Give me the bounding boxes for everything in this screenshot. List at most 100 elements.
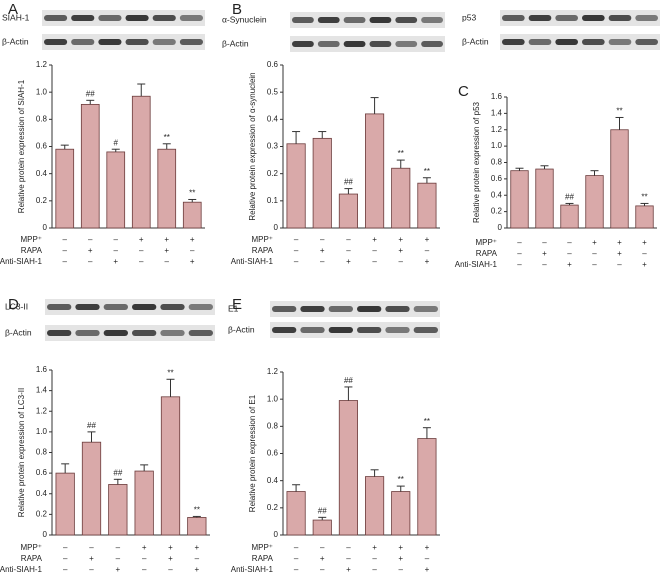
- bar: [312, 519, 332, 536]
- bar: [286, 491, 306, 536]
- blot-band: [75, 304, 100, 310]
- significance-label: ##: [565, 193, 574, 202]
- condition-sign: –: [114, 235, 119, 244]
- y-tick-label: 0.2: [36, 509, 48, 518]
- condition-sign: –: [190, 246, 195, 255]
- condition-sign: +: [346, 565, 351, 574]
- blot-band: [357, 327, 382, 333]
- y-tick-label: 0.3: [267, 142, 279, 151]
- blot-band: [125, 15, 149, 21]
- bar: [391, 167, 411, 229]
- condition-sign: +: [115, 565, 120, 574]
- condition-sign: –: [116, 554, 121, 563]
- y-tick-label: 0.6: [267, 60, 279, 69]
- condition-sign: –: [294, 257, 299, 266]
- bar: [182, 201, 202, 229]
- blot-band: [369, 41, 392, 47]
- y-tick-label: 1.6: [491, 92, 503, 101]
- y-axis-label: Relative protein expression of LC3-II: [17, 388, 26, 517]
- blot-strip: [270, 322, 440, 338]
- blot-strip: [290, 12, 445, 28]
- blot-band: [188, 304, 213, 310]
- blot-strip: [290, 36, 445, 52]
- condition-sign: +: [372, 235, 377, 244]
- blot-band: [44, 15, 68, 21]
- bar: [160, 396, 181, 536]
- blot-label: α-Synuclein: [222, 14, 267, 24]
- condition-sign: +: [194, 565, 199, 574]
- condition-label: Anti-SIAH-1: [231, 257, 274, 266]
- y-axis-label: Relative protein expression of E1: [248, 394, 257, 512]
- blot-band: [103, 304, 128, 310]
- blot-band: [328, 327, 353, 333]
- blot-band: [132, 330, 157, 336]
- y-tick-label: 0.2: [267, 503, 279, 512]
- y-tick-label: 0: [43, 530, 48, 539]
- blot-band: [71, 15, 95, 21]
- condition-sign: –: [372, 554, 377, 563]
- blot-band: [608, 15, 632, 21]
- condition-sign: +: [398, 543, 403, 552]
- condition-sign: –: [114, 246, 119, 255]
- blot-band: [272, 306, 297, 312]
- condition-sign: +: [425, 565, 430, 574]
- y-tick-label: 0: [43, 223, 48, 232]
- blot-band: [555, 15, 578, 21]
- blot-band: [421, 41, 443, 47]
- blot-strip: [500, 10, 660, 26]
- y-tick-label: 0.8: [491, 158, 503, 167]
- blot-band: [528, 15, 552, 21]
- condition-sign: –: [642, 249, 647, 258]
- blot-band: [300, 327, 325, 333]
- condition-sign: +: [113, 257, 118, 266]
- blot-label: β-Actin: [5, 327, 32, 337]
- blot-band: [179, 39, 203, 45]
- condition-sign: –: [346, 246, 351, 255]
- condition-sign: –: [372, 246, 377, 255]
- panel: EE1 β-Actin 0 0.2 0.4 0.6 0.8 1.0 1.2 Relative pr…: [228, 296, 440, 574]
- blot-band: [98, 39, 122, 45]
- y-axis-label: Relative protein expression of p53: [472, 101, 481, 223]
- bar: [365, 476, 385, 536]
- bar: [157, 148, 177, 229]
- condition-sign: –: [346, 554, 351, 563]
- blot-band: [582, 15, 605, 21]
- condition-sign: –: [592, 249, 597, 258]
- y-tick-label: 0.1: [267, 196, 279, 205]
- blot-band: [71, 39, 95, 45]
- condition-sign: –: [517, 249, 522, 258]
- bar: [338, 193, 358, 229]
- bar: [635, 205, 654, 229]
- blot-band: [132, 304, 157, 310]
- condition-sign: –: [320, 235, 325, 244]
- significance-label: ##: [344, 178, 353, 187]
- blot-band: [357, 306, 382, 312]
- blot-band: [385, 327, 410, 333]
- significance-label: ##: [87, 421, 96, 430]
- condition-sign: +: [617, 238, 622, 247]
- condition-sign: –: [592, 260, 597, 269]
- condition-sign: +: [642, 260, 647, 269]
- condition-sign: +: [372, 543, 377, 552]
- blot-band: [395, 17, 418, 23]
- panel-letter: B: [232, 1, 242, 18]
- significance-label: **: [189, 189, 195, 198]
- significance-label: **: [616, 107, 622, 116]
- condition-sign: –: [294, 565, 299, 574]
- y-tick-label: 1.2: [491, 125, 503, 134]
- blot-band: [413, 306, 438, 312]
- bar: [417, 438, 437, 536]
- significance-label: **: [194, 506, 200, 515]
- bar: [510, 170, 529, 229]
- condition-sign: +: [642, 238, 647, 247]
- y-axis-label: Relative protein expression of α-synucle…: [248, 72, 257, 220]
- condition-sign: +: [425, 543, 430, 552]
- bar: [80, 103, 100, 229]
- condition-sign: –: [63, 565, 68, 574]
- panel-letter: E: [232, 296, 242, 313]
- y-tick-label: 1.2: [36, 60, 48, 69]
- condition-sign: –: [165, 257, 170, 266]
- condition-label: RAPA: [476, 249, 498, 258]
